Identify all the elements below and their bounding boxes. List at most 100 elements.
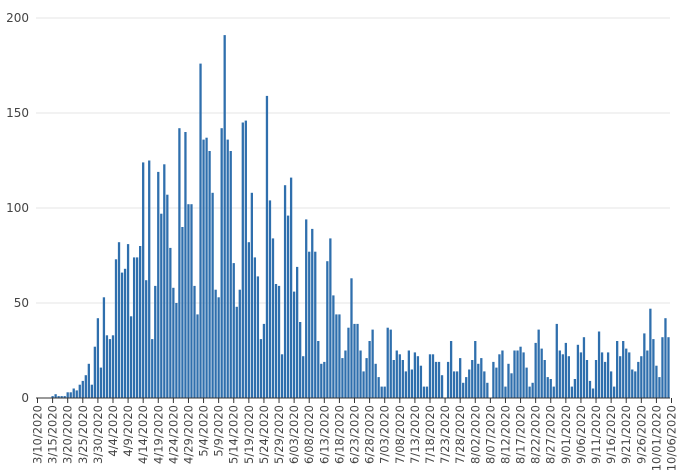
bar bbox=[594, 360, 598, 398]
x-tick-label: 9/01/2020 bbox=[559, 405, 573, 464]
x-tick-label: 4/24/2020 bbox=[166, 405, 180, 464]
bar bbox=[555, 323, 558, 398]
bar bbox=[305, 219, 308, 398]
bar bbox=[652, 339, 655, 398]
bar bbox=[622, 341, 625, 398]
y-tick-labels: 0 50 100 150 200 bbox=[6, 11, 29, 405]
bar bbox=[353, 323, 356, 398]
bar bbox=[410, 369, 414, 398]
bar bbox=[181, 227, 184, 398]
bar bbox=[522, 352, 525, 398]
bar bbox=[371, 329, 374, 398]
bar bbox=[449, 341, 453, 398]
bar bbox=[416, 356, 420, 398]
bar bbox=[573, 379, 577, 398]
bar bbox=[392, 360, 395, 398]
bar bbox=[157, 171, 160, 398]
bar bbox=[628, 352, 631, 398]
bar bbox=[323, 361, 326, 398]
bar bbox=[341, 358, 344, 398]
x-tick-label: 4/4/2020 bbox=[106, 405, 120, 457]
bar bbox=[117, 242, 121, 398]
bar bbox=[289, 177, 293, 398]
bar bbox=[462, 382, 465, 398]
bar bbox=[286, 215, 290, 398]
bar bbox=[265, 95, 269, 399]
bar bbox=[483, 371, 486, 398]
bar bbox=[619, 356, 622, 398]
bar bbox=[135, 257, 139, 398]
bar bbox=[606, 352, 610, 398]
bar bbox=[613, 386, 616, 398]
bar bbox=[567, 356, 570, 398]
bar bbox=[196, 314, 199, 398]
bar bbox=[199, 63, 202, 398]
x-tick-label: 9/11/2020 bbox=[589, 405, 603, 464]
x-tick-label: 7/03/2020 bbox=[378, 405, 392, 464]
bar bbox=[229, 151, 232, 398]
bar bbox=[434, 361, 438, 398]
bar bbox=[513, 350, 516, 398]
x-tick-labels: 3/10/2020 3/15/2020 3/20/2020 3/25/2020 3/30… bbox=[31, 398, 679, 471]
y-tick-label: 150 bbox=[6, 106, 29, 120]
bar bbox=[142, 162, 145, 398]
bar bbox=[609, 371, 613, 398]
bar bbox=[477, 363, 480, 398]
x-tick-label: 9/06/2020 bbox=[574, 405, 588, 464]
bar bbox=[474, 341, 477, 398]
x-tick-label: 3/15/2020 bbox=[46, 405, 60, 464]
bar bbox=[54, 394, 57, 398]
bar bbox=[223, 35, 226, 398]
bar bbox=[507, 363, 510, 398]
bar bbox=[271, 238, 275, 398]
bar bbox=[344, 350, 347, 398]
bar bbox=[534, 342, 537, 398]
bar bbox=[123, 268, 127, 398]
x-tick-label: 6/28/2020 bbox=[363, 405, 377, 464]
x-tick-label: 8/27/2020 bbox=[544, 405, 558, 464]
bar bbox=[525, 367, 528, 398]
bar bbox=[326, 261, 329, 398]
bar bbox=[425, 386, 429, 398]
bar bbox=[543, 360, 546, 398]
x-tick-label: 8/02/2020 bbox=[468, 405, 482, 464]
bar bbox=[347, 327, 350, 398]
bar bbox=[389, 329, 392, 398]
bar bbox=[190, 204, 193, 398]
bar bbox=[597, 331, 601, 398]
bar bbox=[437, 361, 441, 398]
bar bbox=[646, 350, 649, 398]
x-tick-label: 3/10/2020 bbox=[31, 405, 45, 464]
y-tick-label: 100 bbox=[6, 201, 29, 215]
bar bbox=[66, 392, 69, 398]
bar bbox=[413, 352, 417, 398]
x-tick-label: 4/14/2020 bbox=[136, 405, 150, 464]
bar bbox=[302, 356, 305, 398]
bar bbox=[317, 341, 320, 398]
y-gridlines bbox=[36, 17, 670, 304]
bar bbox=[69, 392, 72, 398]
bar bbox=[244, 120, 247, 398]
bar bbox=[401, 360, 404, 398]
x-tick-label: 4/9/2020 bbox=[121, 405, 135, 457]
bar bbox=[501, 350, 504, 398]
bar bbox=[404, 371, 407, 398]
x-tick-label: 6/13/2020 bbox=[317, 405, 331, 464]
bar bbox=[226, 139, 229, 398]
bar bbox=[585, 360, 589, 398]
bar bbox=[643, 333, 646, 398]
bar bbox=[277, 285, 281, 398]
bar bbox=[57, 396, 60, 398]
bar bbox=[87, 363, 90, 398]
x-tick-label: 7/18/2020 bbox=[423, 405, 437, 464]
x-tick-label: 3/25/2020 bbox=[76, 405, 90, 464]
bar bbox=[178, 128, 181, 398]
bar bbox=[667, 337, 670, 398]
x-tick-label: 6/03/2020 bbox=[287, 405, 301, 464]
bar bbox=[398, 354, 401, 398]
bar bbox=[60, 396, 63, 398]
x-tick-label: 8/12/2020 bbox=[498, 405, 512, 464]
bar bbox=[558, 350, 561, 398]
x-tick-label: 9/26/2020 bbox=[634, 405, 648, 464]
bar bbox=[51, 396, 54, 398]
